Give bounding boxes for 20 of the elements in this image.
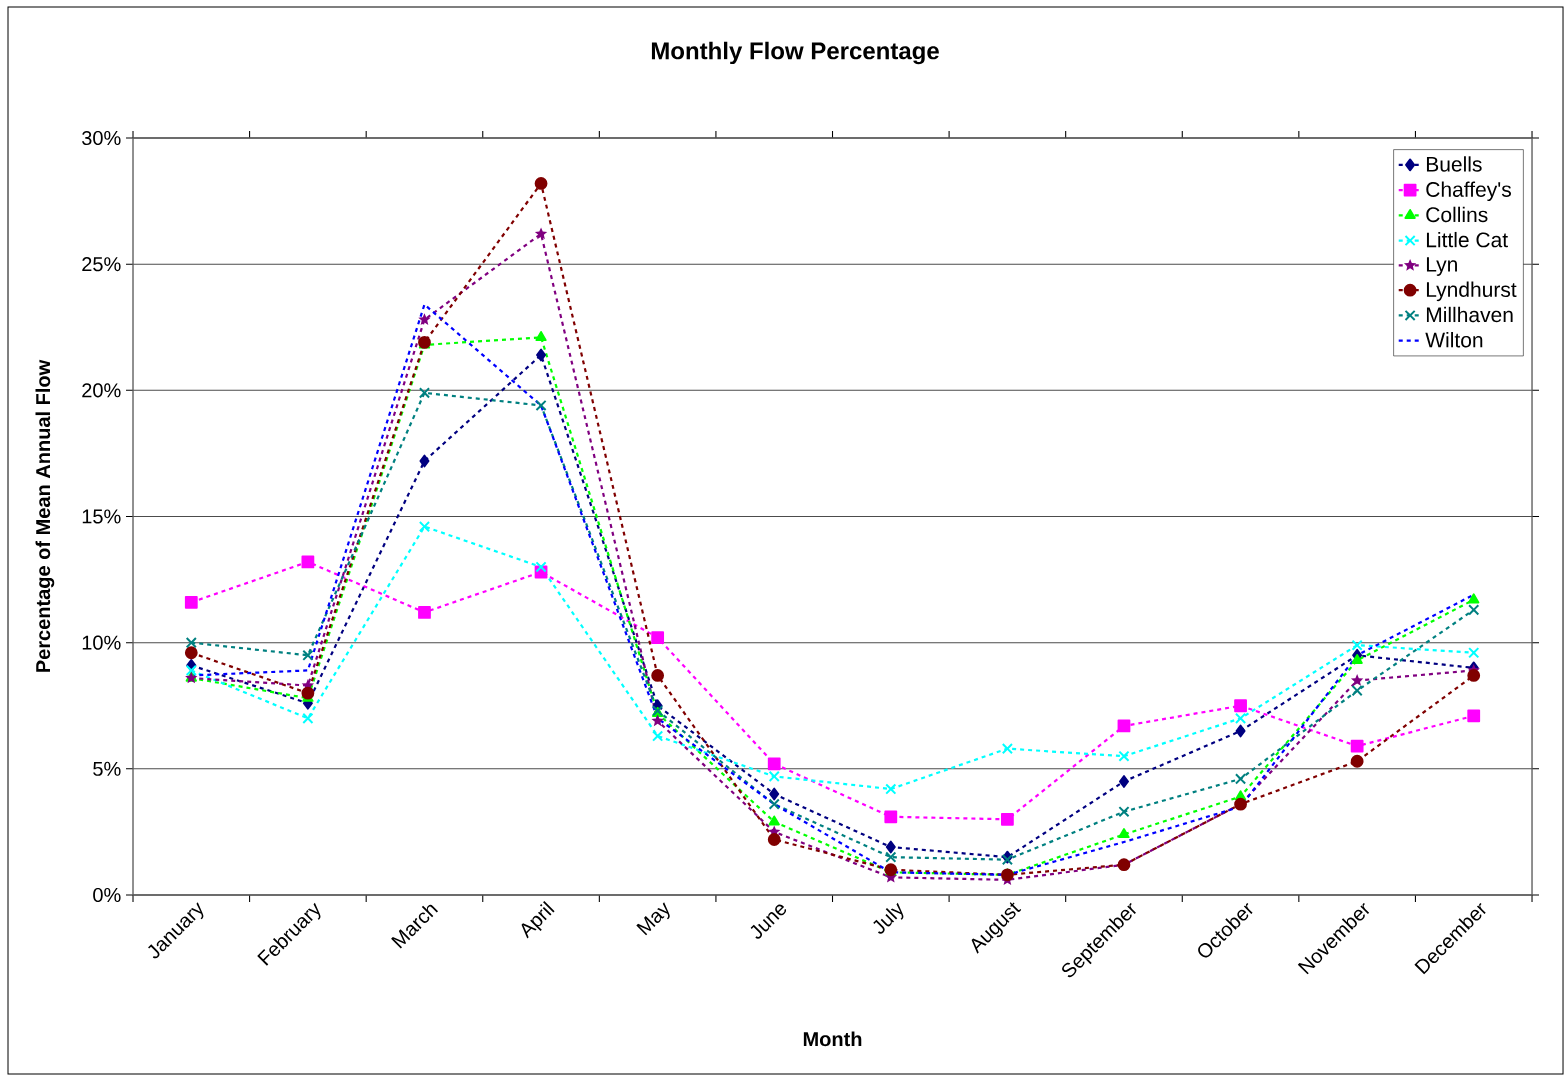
y-tick-label: 10% — [82, 635, 121, 650]
y-tick-label: 5% — [93, 761, 121, 776]
legend-label: Lyn — [1426, 257, 1457, 276]
legend-label: Wilton — [1425, 332, 1483, 348]
chart-title: Monthly Flow Percentage — [651, 41, 939, 65]
y-tick-label: 20% — [82, 383, 121, 398]
legend-label: Millhaven — [1426, 306, 1513, 323]
y-tick-label: 0% — [93, 887, 121, 903]
legend-label: Buells — [1426, 156, 1482, 172]
legend-label: Little Cat — [1426, 231, 1508, 248]
y-tick-label: 15% — [82, 509, 121, 524]
y-tick-label: 30% — [82, 130, 121, 146]
legend-label: Lyndhurst — [1426, 281, 1517, 302]
x-tick-label: July — [873, 902, 904, 934]
legend-label: Collins — [1426, 206, 1488, 223]
x-axis-title: Month — [803, 1031, 862, 1047]
y-axis-title: Percentage of Mean Annual Flow — [35, 359, 55, 672]
x-tick-label: May — [636, 902, 670, 936]
y-tick-label: 25% — [82, 257, 121, 272]
legend-label: Chaffey's — [1426, 181, 1511, 202]
